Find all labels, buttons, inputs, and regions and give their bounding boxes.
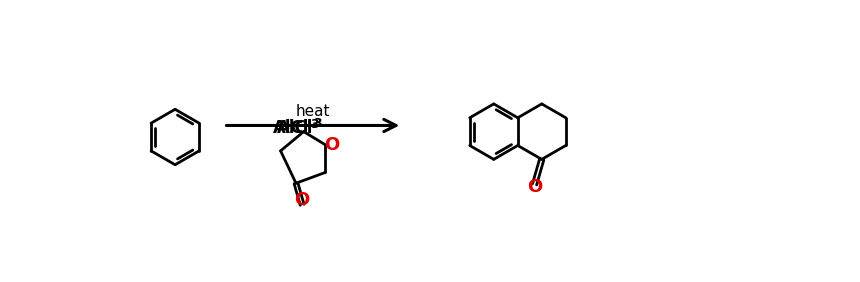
Text: heat: heat xyxy=(296,104,330,119)
Text: O: O xyxy=(527,179,542,196)
Text: 3: 3 xyxy=(310,118,319,131)
Text: 3: 3 xyxy=(313,117,322,130)
Text: AlCl: AlCl xyxy=(273,119,309,137)
Text: O: O xyxy=(294,191,310,209)
Text: O: O xyxy=(323,136,339,154)
Text: AlCl: AlCl xyxy=(277,119,313,137)
